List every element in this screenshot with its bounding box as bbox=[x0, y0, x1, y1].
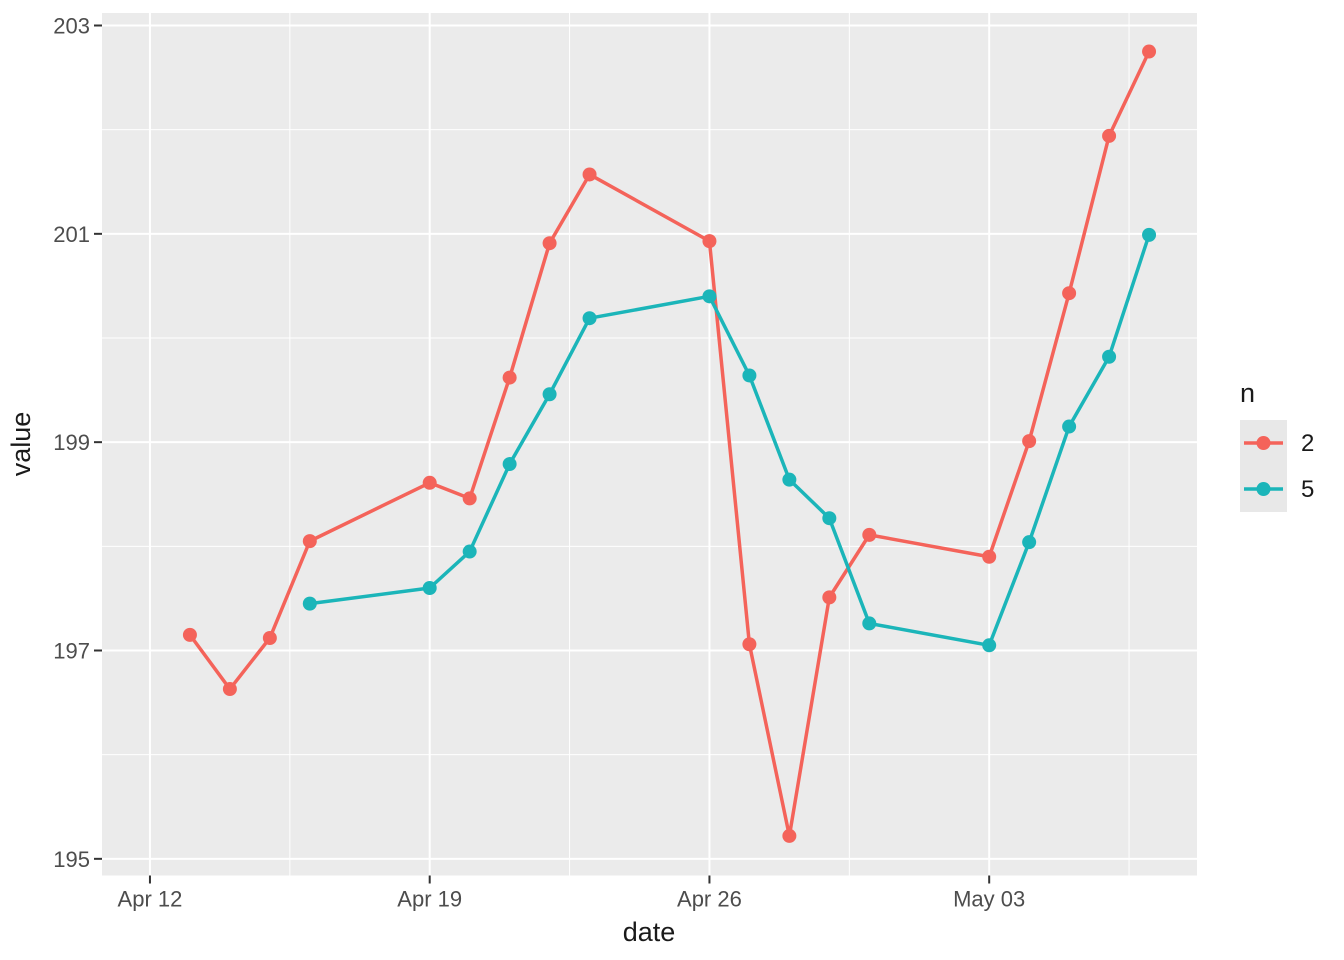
data-point-n5 bbox=[502, 457, 517, 472]
data-point-n2 bbox=[1142, 44, 1157, 59]
data-point-n5 bbox=[982, 638, 997, 653]
x-axis-title: date bbox=[623, 917, 676, 947]
y-tick-label: 203 bbox=[53, 14, 90, 39]
data-point-n5 bbox=[1102, 349, 1117, 364]
y-tick-label: 199 bbox=[53, 430, 90, 455]
data-point-n2 bbox=[782, 828, 797, 843]
data-point-n5 bbox=[1022, 535, 1037, 550]
y-tick-label: 197 bbox=[53, 639, 90, 664]
data-point-n2 bbox=[982, 549, 997, 564]
data-point-n5 bbox=[1142, 227, 1157, 242]
data-point-n2 bbox=[582, 167, 597, 182]
y-axis-title: value bbox=[6, 412, 36, 477]
legend-key-point bbox=[1256, 482, 1271, 496]
data-point-n5 bbox=[822, 511, 837, 526]
series-line-n5 bbox=[309, 234, 1151, 648]
data-point-n5 bbox=[1062, 419, 1077, 434]
chart-generated-layer: 195 197 199 201 203 Apr 12 Apr 19 Apr 26 May 03 bbox=[53, 13, 1287, 912]
data-point-n2 bbox=[302, 534, 317, 549]
legend-label-series-2: 2 bbox=[1301, 430, 1314, 457]
x-tick-label: Apr 12 bbox=[118, 887, 183, 912]
x-tick-label: Apr 19 bbox=[397, 887, 462, 912]
data-point-n5 bbox=[862, 616, 877, 631]
data-point-n5 bbox=[742, 368, 757, 383]
data-point-n5 bbox=[782, 472, 797, 487]
data-point-n5 bbox=[302, 596, 317, 611]
y-tick-label: 201 bbox=[53, 222, 90, 247]
data-point-n2 bbox=[742, 637, 757, 652]
x-tick-label: Apr 26 bbox=[677, 887, 742, 912]
data-point-n5 bbox=[542, 387, 557, 402]
data-point-n2 bbox=[702, 234, 717, 249]
y-tick-label: 195 bbox=[53, 847, 90, 872]
data-point-n5 bbox=[462, 544, 477, 559]
data-point-n2 bbox=[462, 491, 477, 506]
data-point-n2 bbox=[862, 527, 877, 542]
data-point-n2 bbox=[222, 682, 237, 697]
x-tick-label: May 03 bbox=[953, 887, 1025, 912]
legend-title: n bbox=[1240, 378, 1255, 408]
data-point-n2 bbox=[542, 236, 557, 251]
data-point-n2 bbox=[182, 627, 197, 642]
data-point-n5 bbox=[582, 311, 597, 326]
data-point-n2 bbox=[1022, 434, 1037, 449]
legend-label-series-5: 5 bbox=[1301, 476, 1314, 503]
data-point-n2 bbox=[822, 590, 837, 605]
data-point-n2 bbox=[262, 631, 277, 645]
data-point-n2 bbox=[1102, 128, 1117, 143]
data-point-n2 bbox=[502, 370, 517, 385]
data-point-n2 bbox=[422, 475, 437, 490]
legend-key-point bbox=[1256, 436, 1271, 450]
data-point-n5 bbox=[702, 289, 717, 304]
plot-panel bbox=[102, 13, 1197, 876]
data-point-n5 bbox=[422, 581, 437, 595]
data-point-n2 bbox=[1062, 286, 1077, 301]
